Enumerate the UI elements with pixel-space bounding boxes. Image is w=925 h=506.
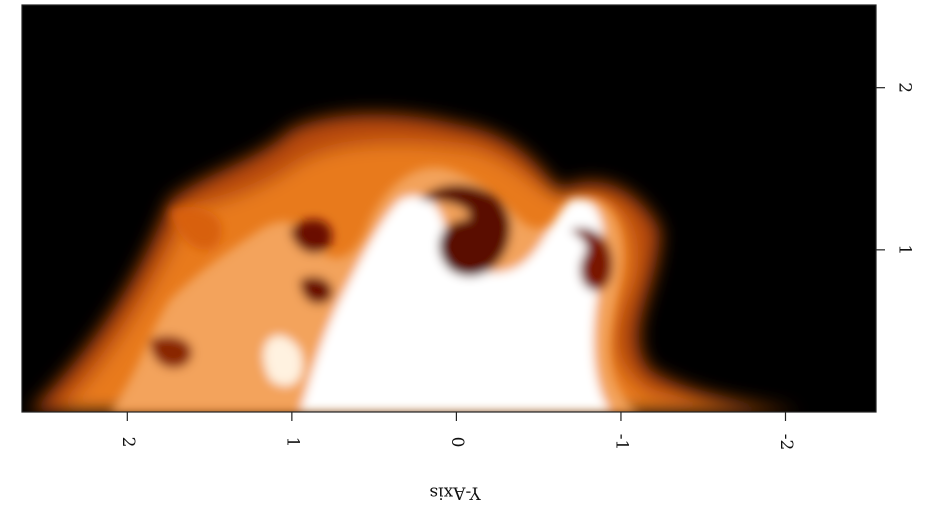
x-tick-label: -2: [776, 434, 796, 451]
x-tick-label: 1: [282, 437, 302, 448]
x-axis-label: Y-Axis: [429, 483, 481, 503]
flame-image: [30, 114, 800, 412]
x-tick-label: -1: [611, 434, 631, 451]
y-tick-label: 2: [895, 82, 915, 93]
plot-frame: [21, 4, 877, 413]
y-tick-label: 1: [895, 244, 915, 255]
x-tick-label: 0: [447, 437, 467, 448]
x-tick-label: 2: [118, 437, 138, 448]
